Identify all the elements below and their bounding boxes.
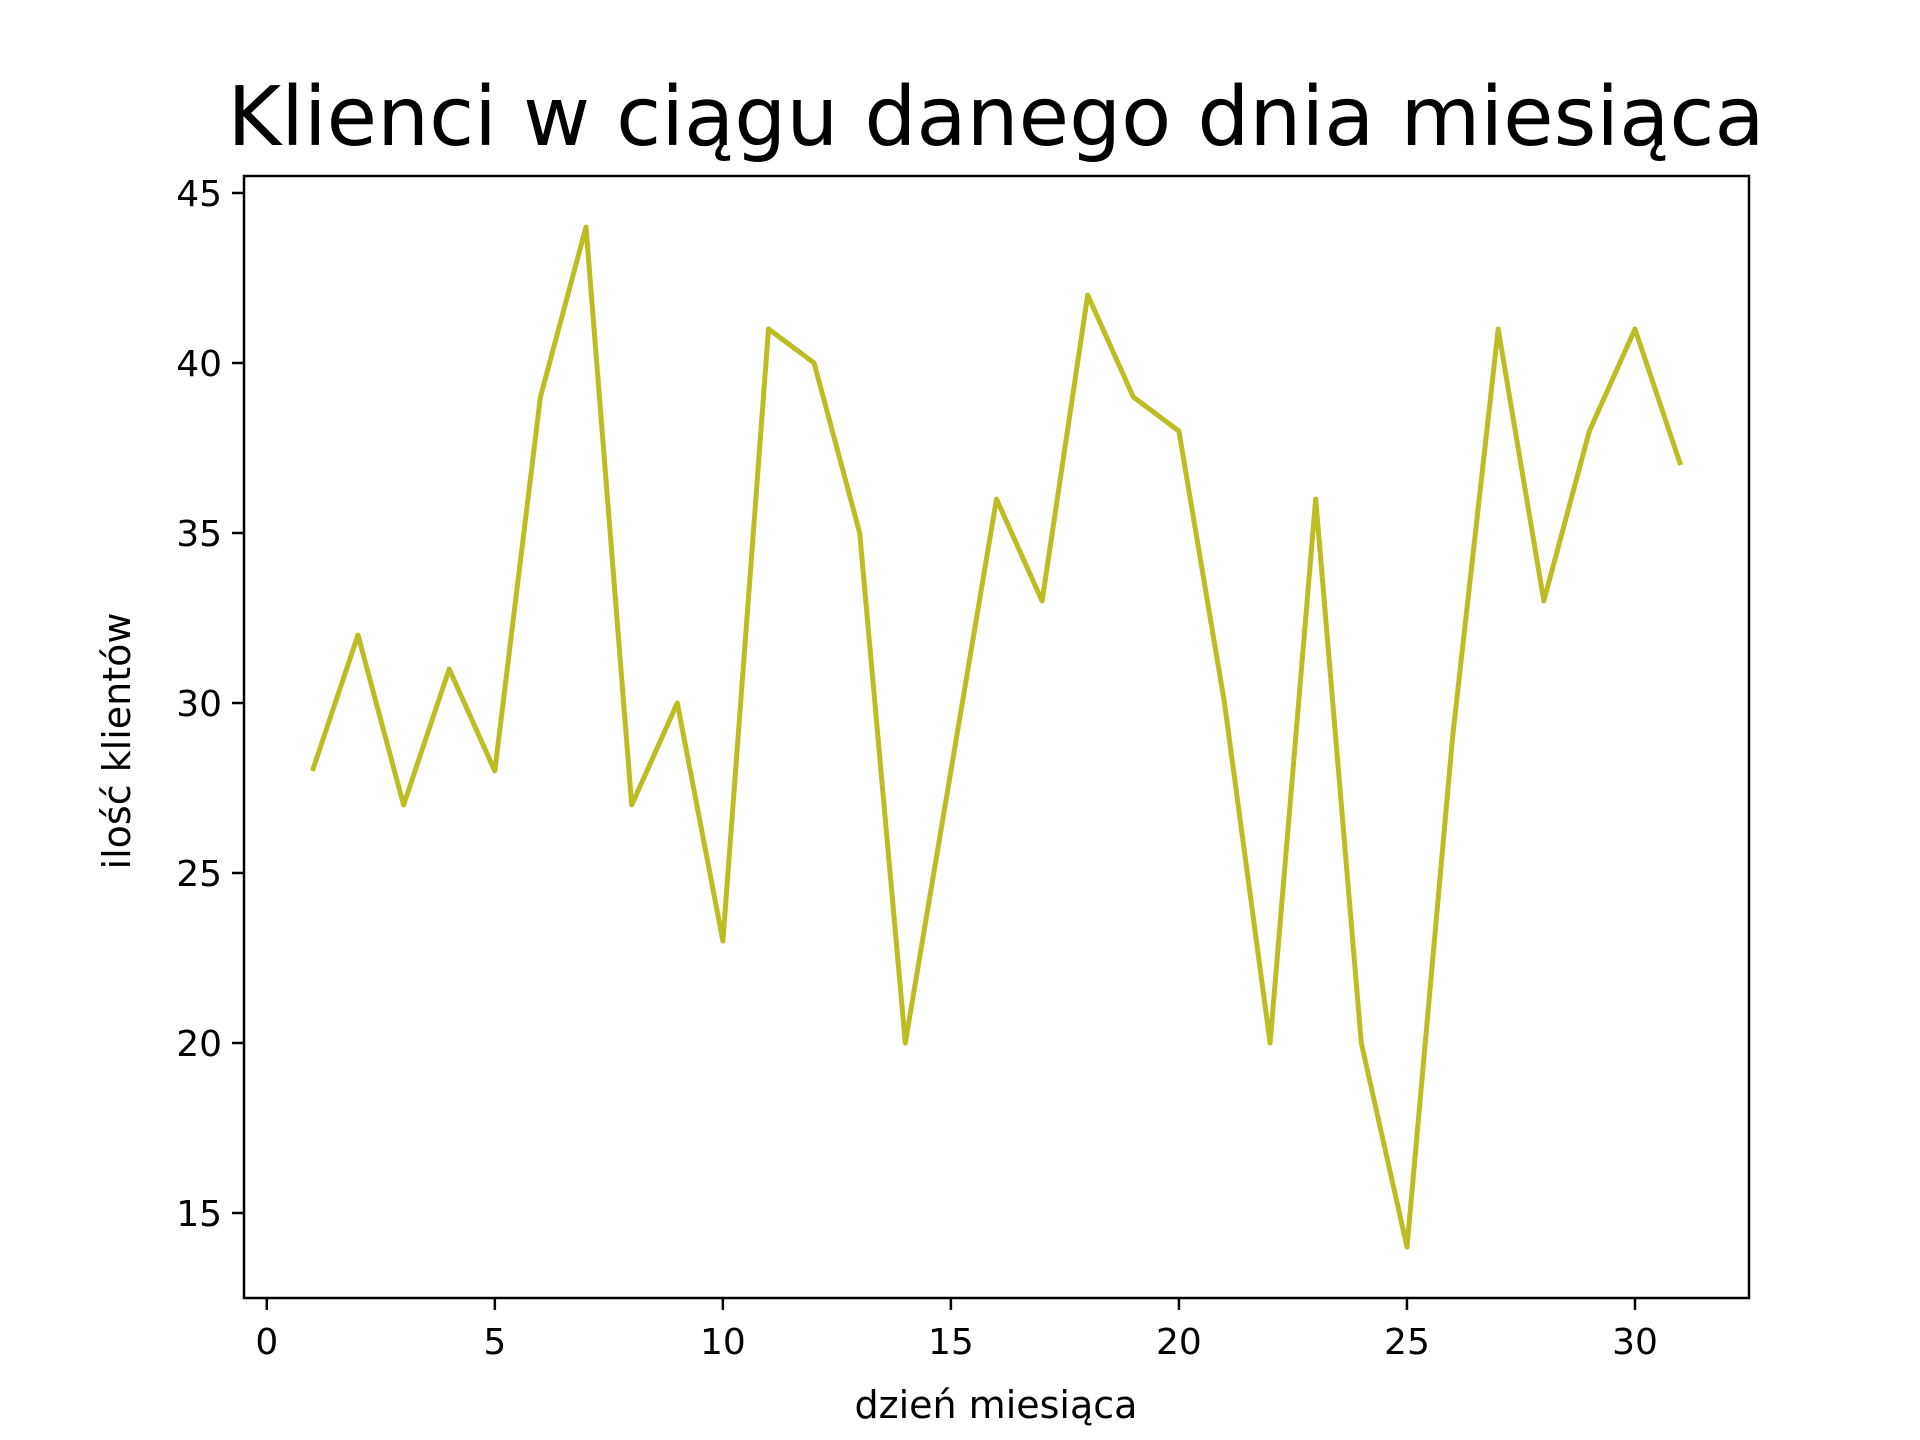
x-tick-label: 25	[1384, 1322, 1430, 1363]
y-tick-label: 35	[176, 514, 222, 555]
y-axis-ticks: 15 20 25 30 35 40 45	[176, 174, 244, 1235]
x-tick-label: 10	[700, 1322, 746, 1363]
chart-title: Klienci w ciągu danego dnia miesiąca	[227, 70, 1764, 165]
x-tick-label: 15	[928, 1322, 974, 1363]
y-tick-label: 15	[176, 1194, 222, 1235]
plot-area	[310, 224, 1683, 1250]
y-tick-label: 30	[176, 684, 222, 725]
x-axis-ticks: 0 5 10 15 20 25 30	[255, 1298, 1658, 1363]
y-axis-label: ilość klientów	[95, 613, 139, 870]
x-tick-label: 0	[255, 1322, 278, 1363]
y-tick-label: 40	[176, 344, 222, 385]
y-tick-label: 25	[176, 854, 222, 895]
x-axis-label: dzień miesiąca	[855, 1383, 1138, 1427]
plot-frame	[242, 174, 1751, 1300]
y-tick-label: 20	[176, 1024, 222, 1065]
y-tick-label: 45	[176, 174, 222, 215]
x-tick-label: 20	[1156, 1322, 1202, 1363]
series-line	[310, 224, 1683, 1250]
x-tick-label: 30	[1612, 1322, 1658, 1363]
x-tick-label: 5	[483, 1322, 506, 1363]
